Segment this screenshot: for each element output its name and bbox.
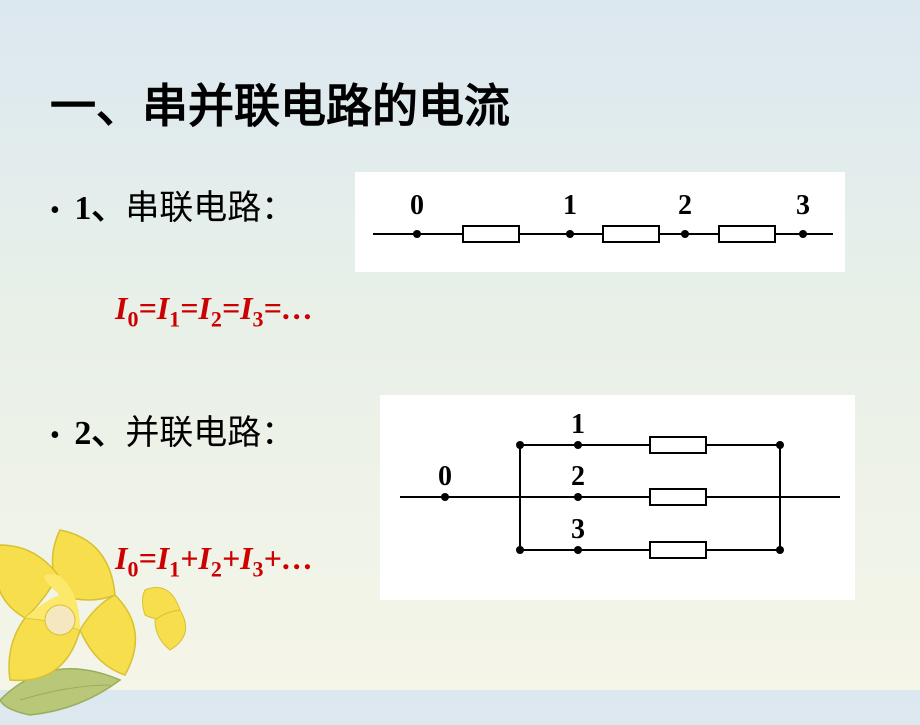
section2-label: 并联电路： (125, 415, 295, 452)
section1-label: 串联电路： (125, 190, 295, 227)
formula-sub: 3 (253, 556, 264, 581)
series-formula: I0=I1=I2=I3=… (115, 290, 314, 332)
formula-op: = (138, 290, 156, 326)
formula-op: +… (264, 540, 314, 576)
parallel-circuit-diagram: 1 2 3 0 (380, 395, 855, 600)
svg-text:2: 2 (571, 461, 585, 492)
section2-bullet: • 2、并联电路： (50, 405, 295, 454)
formula-var: I (240, 540, 252, 576)
series-circuit-diagram: 0 1 2 3 (355, 172, 845, 272)
svg-text:3: 3 (571, 514, 585, 545)
svg-text:2: 2 (678, 190, 692, 221)
formula-var: I (157, 290, 169, 326)
formula-sub: 1 (169, 306, 180, 331)
flower-decoration (0, 500, 230, 720)
formula-sub: 2 (211, 306, 222, 331)
formula-sub: 0 (127, 306, 138, 331)
bullet-dot: • (50, 420, 60, 451)
formula-op: =… (264, 290, 314, 326)
section2-number: 2、 (74, 415, 125, 452)
formula-sub: 3 (253, 306, 264, 331)
section1-bullet: • 1、串联电路： (50, 180, 295, 229)
svg-text:1: 1 (571, 409, 585, 440)
formula-var: I (240, 290, 252, 326)
formula-var: I (115, 290, 127, 326)
bullet-dot: • (50, 195, 60, 226)
formula-var: I (198, 290, 210, 326)
svg-text:0: 0 (410, 190, 424, 221)
formula-op: = (180, 290, 198, 326)
svg-text:1: 1 (563, 190, 577, 221)
svg-text:0: 0 (438, 461, 452, 492)
svg-text:3: 3 (796, 190, 810, 221)
main-title: 一、串并联电路的电流 (50, 70, 510, 136)
section1-number: 1、 (74, 190, 125, 227)
formula-op: = (222, 290, 240, 326)
